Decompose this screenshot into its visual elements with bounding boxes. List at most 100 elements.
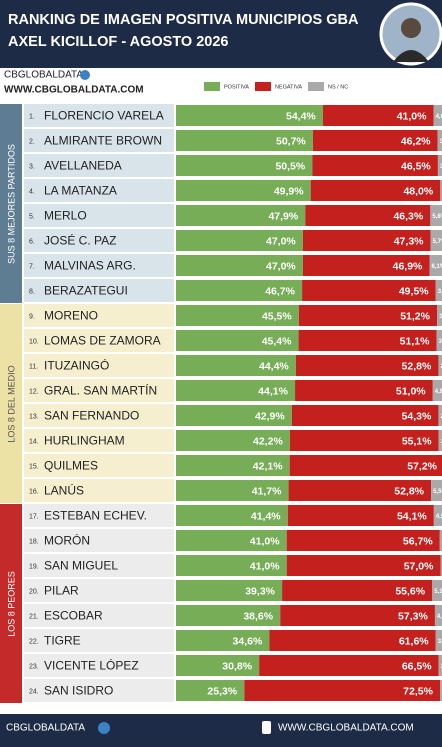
value-label: 46,7%	[265, 285, 295, 297]
portrait-body	[393, 50, 429, 62]
value-label: 46,9%	[393, 260, 423, 272]
bar-segment	[437, 130, 442, 151]
bar-segment	[312, 130, 438, 151]
bar-segment	[176, 280, 303, 301]
bar-segment	[176, 455, 290, 476]
value-label: 38,6%	[243, 610, 273, 622]
bar-segment	[286, 530, 440, 551]
value-label: 55,1%	[402, 435, 432, 447]
bar-segment	[440, 180, 442, 201]
value-label: 4,5%	[436, 514, 442, 520]
rank-label: 24.	[29, 688, 39, 695]
category-label: LOMAS DE ZAMORA	[44, 334, 161, 348]
row-bg	[24, 404, 174, 427]
group-label: SUS 8 MEJORES PARTIDOS	[6, 144, 16, 264]
row-bg	[24, 379, 174, 402]
value-label: 46,3%	[393, 210, 423, 222]
bar-segment	[176, 205, 306, 226]
bar-segment	[280, 605, 435, 626]
legend-label: NS / NC	[328, 84, 348, 90]
category-label: VICENTE LÓPEZ	[44, 658, 139, 673]
value-label: 34,6%	[233, 635, 263, 647]
value-label: 52,8%	[402, 360, 432, 372]
bar-segment	[436, 330, 442, 351]
bar-segment	[176, 255, 303, 276]
bar-segment	[286, 555, 441, 576]
rank-label: 6.	[29, 238, 35, 245]
category-label: ITUZAINGÓ	[44, 358, 109, 373]
value-label: 39,3%	[245, 585, 275, 597]
category-label: ESTEBAN ECHEV.	[44, 509, 147, 523]
row-bg	[24, 504, 174, 527]
value-label: 3,8%	[438, 639, 442, 645]
category-label: BERAZATEGUI	[44, 284, 128, 298]
source: CBGLOBALDATA	[4, 70, 83, 81]
bar-segment	[310, 180, 441, 201]
bar-segment	[437, 305, 442, 326]
group-strip	[0, 104, 22, 303]
value-label: 42,2%	[253, 435, 283, 447]
bar-segment	[438, 655, 442, 676]
rank-label: 15.	[29, 463, 39, 470]
bar-segment	[438, 355, 442, 376]
rank-label: 14.	[29, 438, 39, 445]
rank-label: 22.	[29, 638, 39, 645]
portrait-head	[401, 18, 421, 38]
value-label: 46,5%	[401, 160, 431, 172]
value-label: 54,3%	[402, 410, 432, 422]
value-label: 5,7%	[433, 239, 442, 245]
category-label: ESCOBAR	[44, 609, 103, 623]
row-bg	[24, 129, 174, 152]
value-label: 2,7%	[441, 664, 442, 670]
bar-segment	[176, 305, 299, 326]
value-label: 51,0%	[396, 385, 426, 397]
group-label: LOS 8 PEORES	[6, 571, 16, 637]
category-label: MALVINAS ARG.	[44, 259, 136, 273]
rank-label: 18.	[29, 538, 39, 545]
bar-segment	[269, 630, 436, 651]
category-label: MORENO	[44, 309, 98, 323]
bar-segment	[435, 630, 442, 651]
category-label: MERLO	[44, 209, 87, 223]
value-label: 45,5%	[262, 310, 292, 322]
bar-segment	[430, 205, 442, 226]
source-url: WWW.CBGLOBALDATA.COM	[4, 85, 144, 96]
bar-segment	[302, 280, 436, 301]
value-label: 50,5%	[275, 160, 305, 172]
rank-label: 23.	[29, 663, 39, 670]
row-bg	[24, 329, 174, 352]
value-label: 4,9%	[435, 389, 442, 395]
bar-segment	[440, 680, 442, 701]
rank-label: 20.	[29, 588, 39, 595]
value-label: 6,1%	[432, 264, 442, 270]
rank-label: 19.	[29, 563, 39, 570]
row-bg	[24, 254, 174, 277]
value-label: 2,8%	[440, 414, 442, 420]
value-label: 57,0%	[404, 560, 434, 572]
rank-label: 3.	[29, 163, 35, 170]
bar-segment	[176, 105, 323, 126]
value-label: 41,4%	[251, 510, 281, 522]
row-bg	[24, 454, 174, 477]
bar-segment	[295, 380, 433, 401]
row-bg	[24, 154, 174, 177]
value-label: 49,9%	[274, 185, 304, 197]
value-label: 3,8%	[438, 289, 442, 295]
bar-segment	[438, 405, 442, 426]
value-label: 47,9%	[268, 210, 298, 222]
bar-segment	[288, 480, 432, 501]
rank-label: 8.	[29, 288, 35, 295]
value-label: 66,5%	[402, 660, 432, 672]
bar-segment	[176, 430, 290, 451]
row-bg	[24, 279, 174, 302]
value-label: 72,5%	[403, 685, 433, 697]
bar-segment	[282, 580, 433, 601]
footer-left: CBGLOBALDATA	[6, 723, 85, 734]
category-label: HURLINGHAM	[44, 434, 125, 448]
value-label: 51,2%	[400, 310, 430, 322]
group-strip	[0, 304, 22, 503]
footer-bg	[0, 714, 442, 747]
bar-segment	[176, 330, 299, 351]
row-bg	[24, 429, 174, 452]
